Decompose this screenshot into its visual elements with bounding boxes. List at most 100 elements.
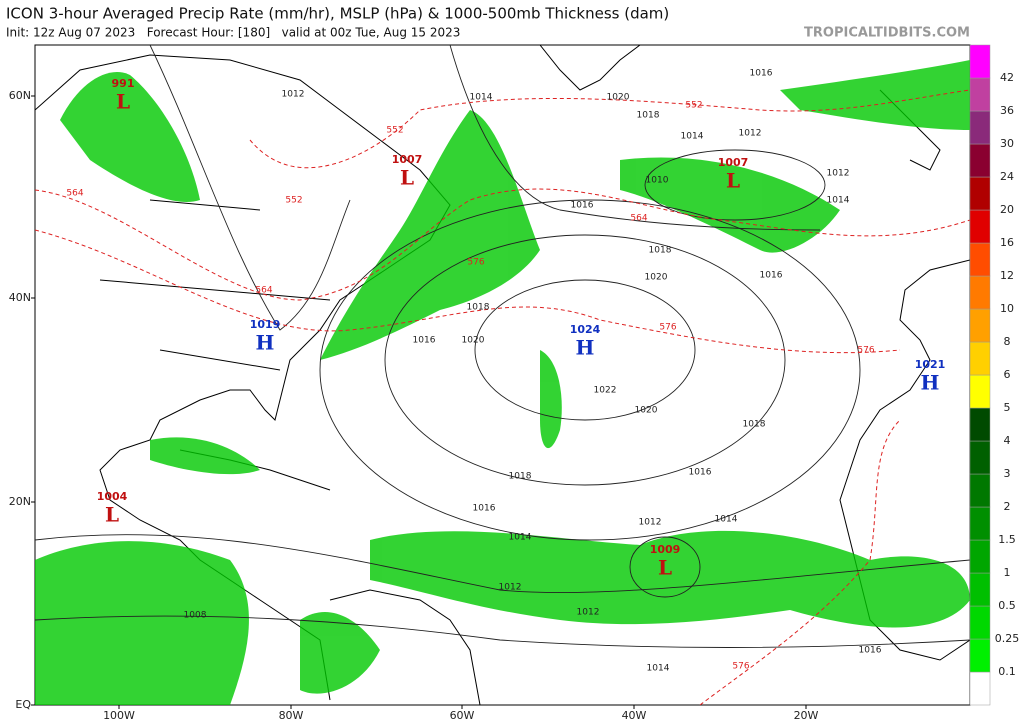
colorbar-label: 42 — [1000, 71, 1014, 84]
colorbar: 0.1 0.25 0.5 1 1.5 2 3 4 5 6 8 10 12 16 20 24 30 36 42 — [969, 44, 1020, 706]
colorbar-label: 1.5 — [998, 533, 1016, 546]
isobar-label: 1010 — [646, 176, 669, 186]
colorbar-cell — [969, 77, 991, 112]
colorbar-cell — [969, 473, 991, 508]
isobar-label: 1012 — [282, 90, 305, 100]
isobar-label: 1018 — [637, 111, 660, 121]
isobar-label: 1016 — [760, 271, 783, 281]
colorbar-label: 0.25 — [995, 632, 1020, 645]
title: ICON 3-hour Averaged Precip Rate (mm/hr)… — [6, 5, 669, 23]
thickness-label: 576 — [659, 323, 676, 333]
center-symbol: L — [658, 556, 672, 580]
colorbar-cell — [969, 44, 991, 79]
isobar-label: 1014 — [470, 93, 493, 103]
map-content — [35, 45, 970, 705]
thickness-lines — [35, 89, 970, 705]
isobar-label: 1012 — [639, 518, 662, 528]
isobar-label: 1018 — [467, 303, 490, 313]
isobar-label: 1014 — [827, 196, 850, 206]
thickness-label: 576 — [732, 662, 749, 672]
isobar-label: 1012 — [827, 169, 850, 179]
thickness-label: 552 — [285, 196, 302, 206]
lat-label: 60N — [9, 89, 31, 102]
thickness-label: 564 — [66, 189, 83, 199]
colorbar-label: 0.1 — [998, 665, 1016, 678]
isobar-label: 1020 — [607, 93, 630, 103]
isobar-label: 1014 — [715, 515, 738, 525]
colorbar-cell — [969, 110, 991, 145]
colorbar-cell — [969, 539, 991, 574]
center-symbol: H — [256, 331, 275, 355]
center-value: 1019 — [250, 318, 281, 331]
colorbar-cell — [969, 374, 991, 409]
lon-label: 40W — [622, 709, 647, 722]
colorbar-cell — [969, 638, 991, 673]
thickness-label: 564 — [255, 286, 272, 296]
thickness-label: 552 — [386, 126, 403, 136]
isobar-label: 1008 — [184, 611, 207, 621]
center-symbol: H — [576, 336, 595, 360]
center-symbol: H — [921, 371, 940, 395]
isobar-label: 1016 — [689, 468, 712, 478]
isobars — [35, 45, 970, 648]
colorbar-label: 4 — [1004, 434, 1011, 447]
center-value: 1004 — [97, 490, 128, 503]
colorbar-cell — [969, 407, 991, 442]
center-value: 1007 — [392, 153, 423, 166]
map — [34, 44, 971, 706]
thickness-label: 552 — [685, 101, 702, 111]
colorbar-cell — [969, 440, 991, 475]
colorbar-label: 30 — [1000, 137, 1014, 150]
center-value: 1007 — [718, 156, 749, 169]
colorbar-label: 36 — [1000, 104, 1014, 117]
thickness-label: 576 — [857, 346, 874, 356]
watermark: TROPICALTIDBITS.COM — [804, 26, 970, 41]
colorbar-label: 2 — [1004, 500, 1011, 513]
center-value: 1021 — [915, 358, 946, 371]
isobar-label: 1014 — [681, 132, 704, 142]
colorbar-label: 3 — [1004, 467, 1011, 480]
lon-label: 20W — [794, 709, 819, 722]
colorbar-label: 6 — [1004, 368, 1011, 381]
center-symbol: L — [105, 503, 119, 527]
lat-label: 40N — [9, 291, 31, 304]
isobar-label: 1020 — [635, 406, 658, 416]
center-symbol: L — [726, 169, 740, 193]
colorbar-label: 10 — [1000, 302, 1014, 315]
lon-label: 100W — [103, 709, 135, 722]
isobar-label: 1016 — [473, 504, 496, 514]
colorbar-cell — [969, 275, 991, 310]
colorbar-cell — [969, 341, 991, 376]
colorbar-label: 24 — [1000, 170, 1014, 183]
isobar-label: 1014 — [647, 664, 670, 674]
subtitle: Init: 12z Aug 07 2023 Forecast Hour: [18… — [6, 26, 460, 40]
thickness-label: 576 — [467, 258, 484, 268]
colorbar-label: 5 — [1004, 401, 1011, 414]
colorbar-cell — [969, 242, 991, 277]
isobar-label: 1012 — [499, 583, 522, 593]
isobar-label: 1020 — [645, 273, 668, 283]
colorbar-cell — [969, 308, 991, 343]
center-value: 991 — [112, 77, 135, 90]
center-symbol: L — [116, 90, 130, 114]
isobar-label: 1012 — [739, 129, 762, 139]
colorbar-cell — [969, 671, 991, 706]
isobar-label: 1016 — [413, 336, 436, 346]
colorbar-label: 8 — [1004, 335, 1011, 348]
isobar-label: 1018 — [649, 246, 672, 256]
colorbar-label: 1 — [1004, 566, 1011, 579]
isobar-label: 1012 — [577, 608, 600, 618]
colorbar-label: 16 — [1000, 236, 1014, 249]
lat-label: 20N — [9, 495, 31, 508]
isobar-label: 1018 — [509, 472, 532, 482]
isobar-label: 1022 — [594, 386, 617, 396]
lon-label: 60W — [450, 709, 475, 722]
thickness-label: 564 — [630, 214, 647, 224]
lat-label: EQ — [15, 698, 31, 711]
colorbar-label: 20 — [1000, 203, 1014, 216]
colorbar-label: 0.5 — [998, 599, 1016, 612]
colorbar-cell — [969, 143, 991, 178]
colorbar-cell — [969, 572, 991, 607]
colorbar-cell — [969, 176, 991, 211]
